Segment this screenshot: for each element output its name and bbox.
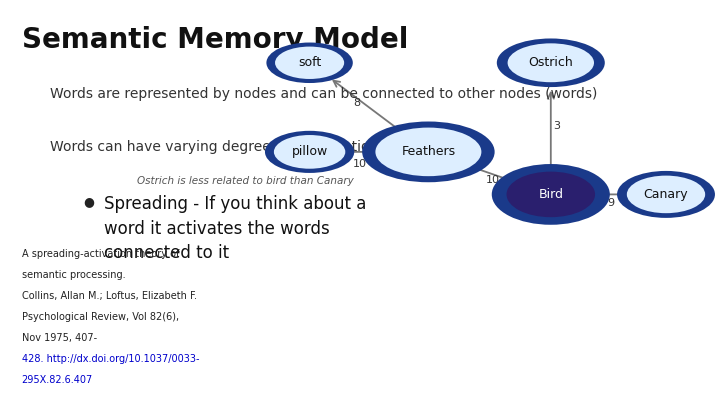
Text: Ostrich: Ostrich (528, 56, 573, 69)
Text: 9: 9 (607, 198, 614, 208)
Text: Canary: Canary (644, 188, 688, 201)
Text: Psychological Review, Vol 82(6),: Psychological Review, Vol 82(6), (22, 312, 179, 322)
Text: Words are represented by nodes and can be connected to other nodes (words): Words are represented by nodes and can b… (50, 87, 598, 101)
Text: 8: 8 (353, 98, 360, 108)
Text: pillow: pillow (292, 145, 328, 158)
Text: Nov 1975, 407-: Nov 1975, 407- (22, 333, 96, 343)
Text: A spreading-activation theory of: A spreading-activation theory of (22, 249, 179, 259)
Text: Collins, Allan M.; Loftus, Elizabeth F.: Collins, Allan M.; Loftus, Elizabeth F. (22, 291, 197, 301)
Text: 428. http://dx.doi.org/10.1037/0033-: 428. http://dx.doi.org/10.1037/0033- (22, 354, 199, 364)
Text: Feathers: Feathers (401, 145, 456, 158)
Text: Ostrich is less related to bird than Canary: Ostrich is less related to bird than Can… (137, 176, 354, 186)
Ellipse shape (508, 43, 594, 82)
Ellipse shape (617, 171, 715, 218)
Ellipse shape (275, 47, 344, 79)
Text: Semantic Memory Model: Semantic Memory Model (22, 26, 408, 54)
Ellipse shape (627, 176, 705, 213)
Ellipse shape (265, 131, 354, 173)
Text: 10: 10 (353, 159, 367, 169)
Text: semantic processing.: semantic processing. (22, 270, 125, 280)
Ellipse shape (492, 164, 610, 225)
Text: Bird: Bird (539, 188, 563, 201)
Text: Spreading - If you think about a
word it activates the words
connected to it: Spreading - If you think about a word it… (104, 195, 366, 262)
Ellipse shape (497, 38, 605, 87)
Ellipse shape (507, 172, 595, 217)
Ellipse shape (375, 128, 482, 176)
Text: 295X.82.6.407: 295X.82.6.407 (22, 375, 93, 386)
Text: Words can have varying degrees of associations: Words can have varying degrees of associ… (50, 140, 386, 154)
Ellipse shape (266, 43, 353, 83)
Ellipse shape (362, 122, 495, 182)
Text: soft: soft (298, 56, 321, 69)
Text: 3: 3 (553, 121, 560, 130)
Text: 10: 10 (486, 175, 500, 185)
Ellipse shape (274, 135, 346, 169)
Text: ●: ● (83, 195, 94, 208)
